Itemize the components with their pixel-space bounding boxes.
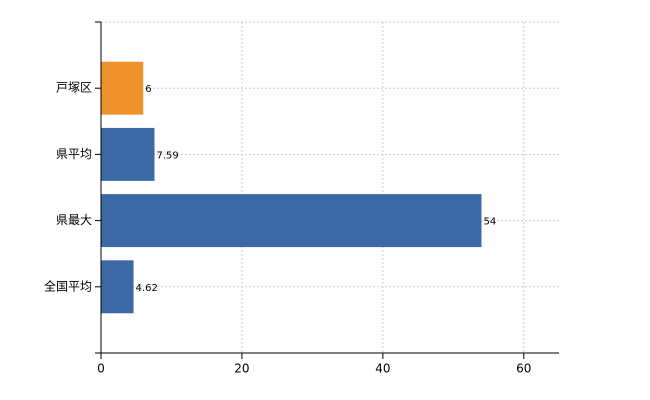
bar [101,194,482,248]
value-label: 54 [483,217,496,228]
value-label: 7.59 [156,150,178,161]
x-tick-label: 40 [375,362,390,376]
y-tick-label: 全国平均 [44,278,92,293]
value-label: 4.62 [136,283,158,294]
bar [101,61,144,115]
x-tick-label: 20 [234,362,249,376]
y-tick-label: 県平均 [56,147,92,161]
bar [101,260,134,314]
y-tick-label: 県最大 [56,213,92,227]
bar [101,127,155,181]
x-tick-label: 60 [516,362,531,376]
x-tick-label: 0 [97,362,105,376]
y-tick-label: 戸塚区 [56,81,92,95]
value-label: 6 [145,84,151,95]
